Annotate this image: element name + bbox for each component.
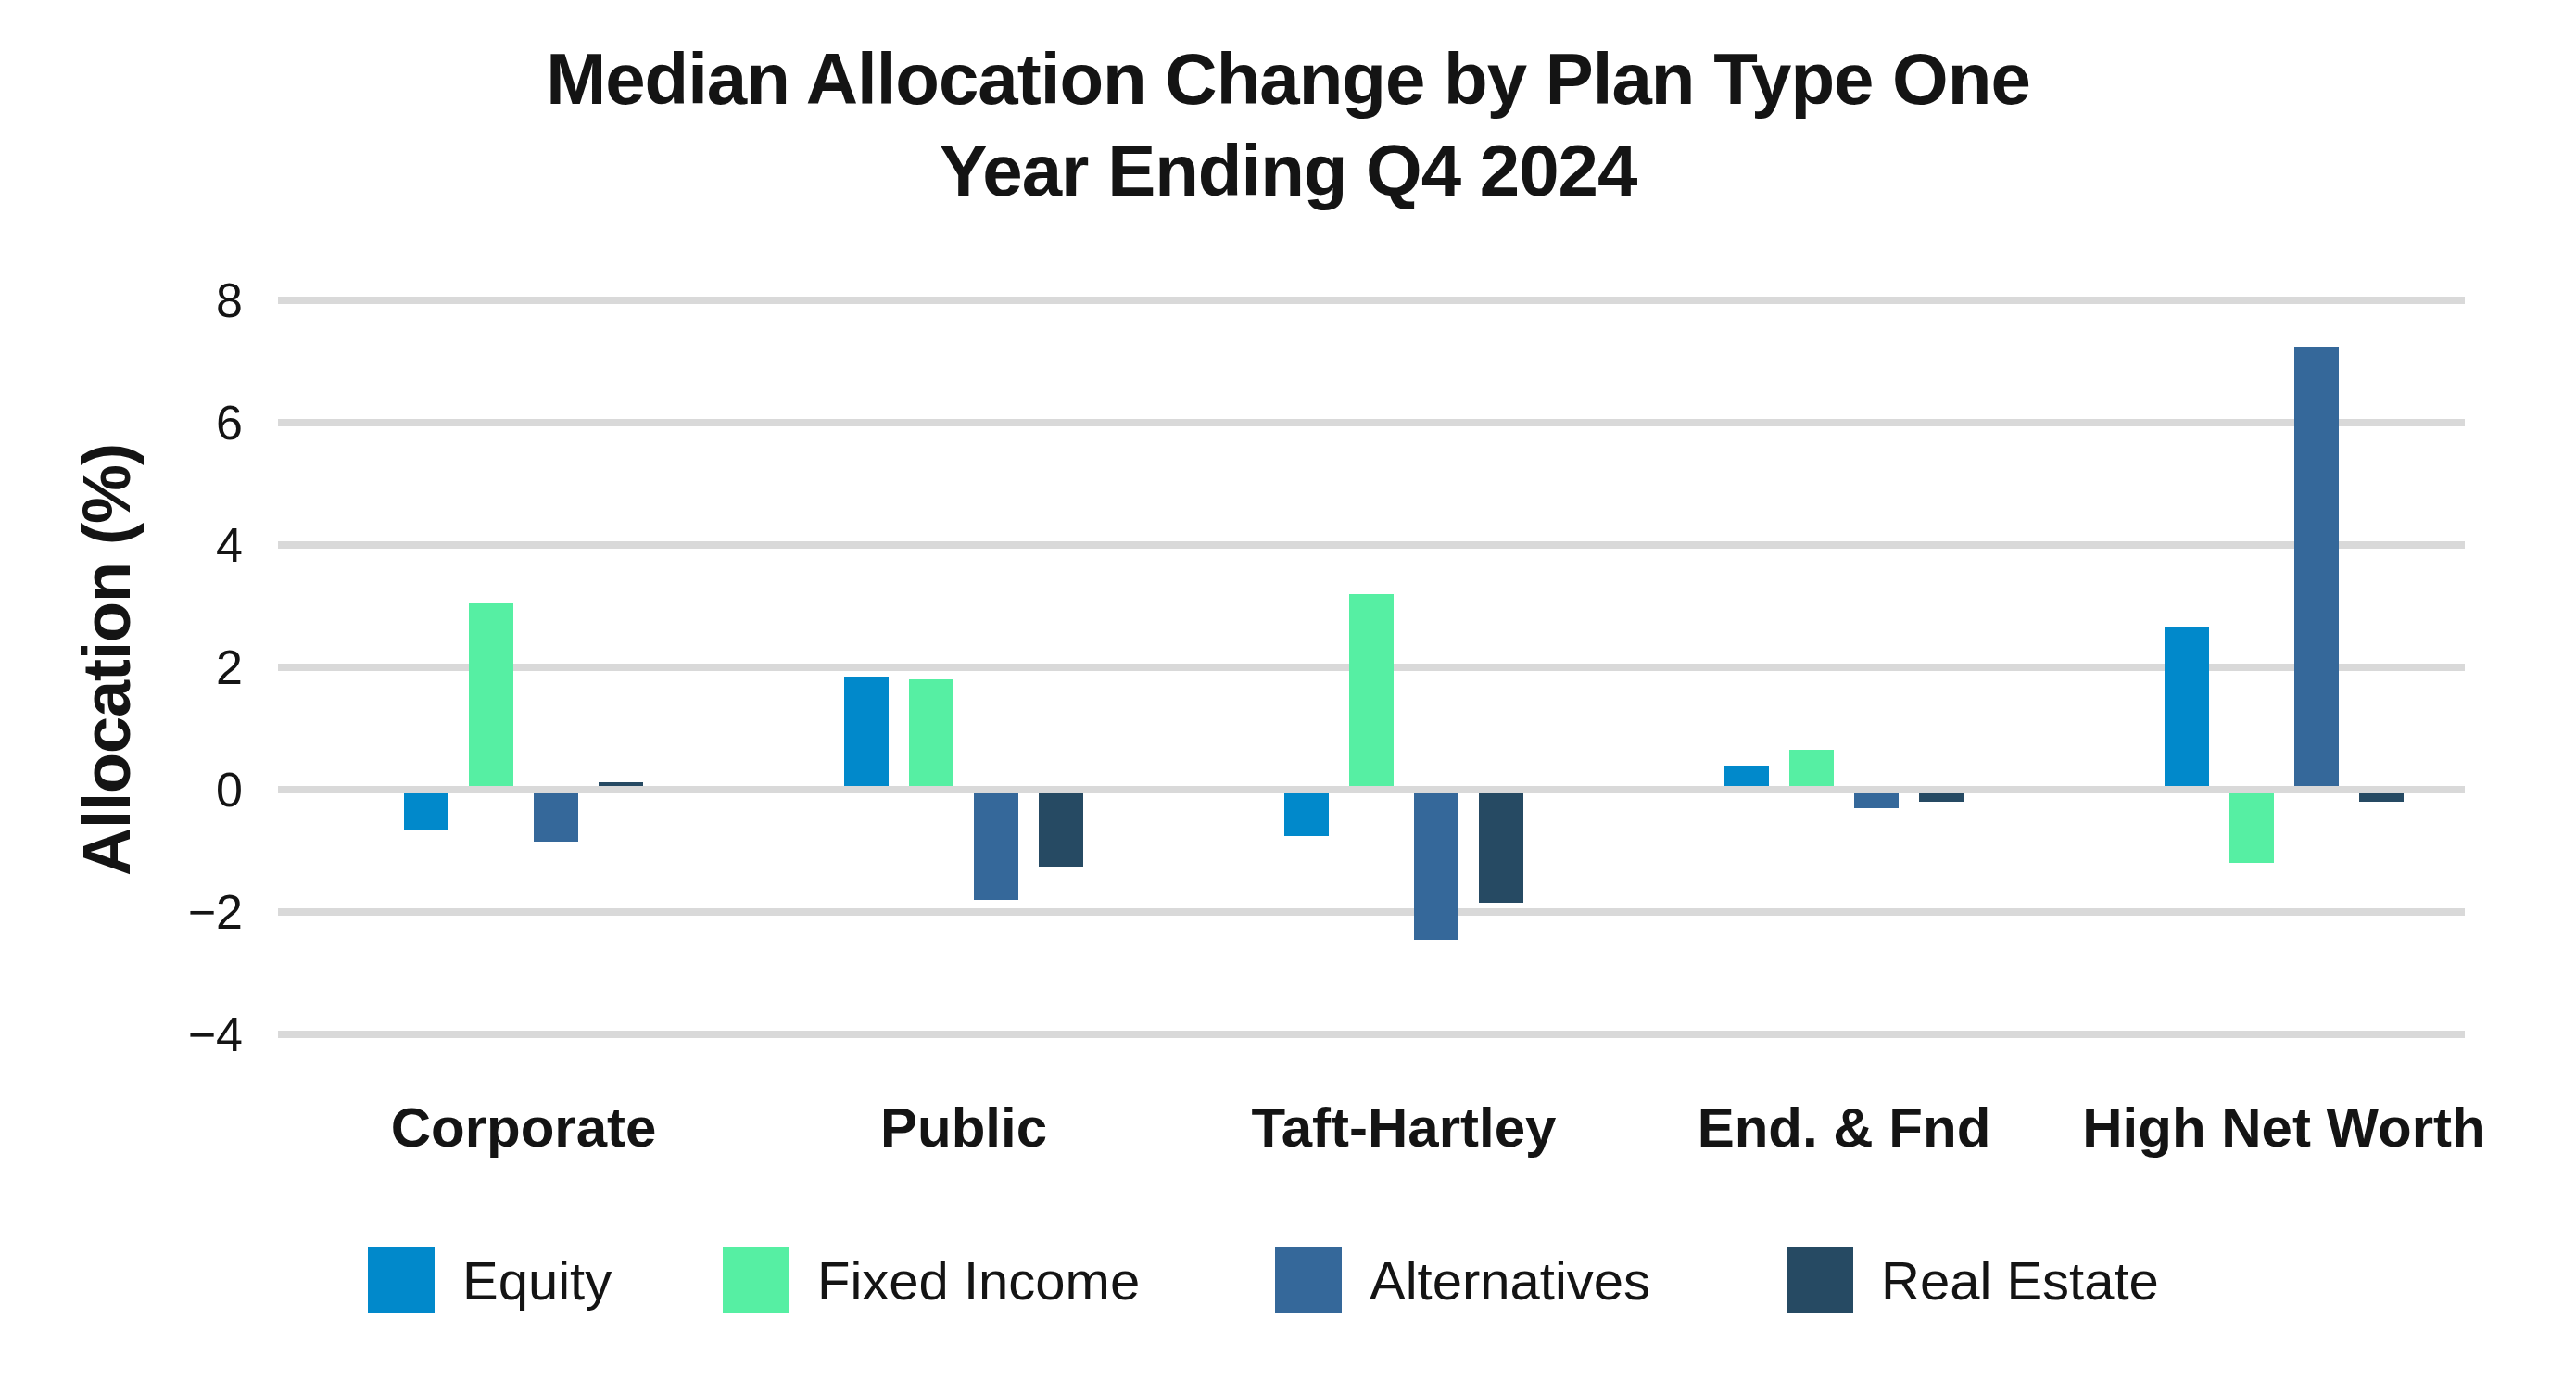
x-axis-label-high-net-worth: High Net Worth	[2082, 1096, 2486, 1160]
bar-chart: Median Allocation Change by Plan Type On…	[0, 0, 2576, 1394]
bar-public-real-estate	[1039, 793, 1083, 867]
legend-label-alternatives: Alternatives	[1370, 1247, 1650, 1315]
bar-high-net-worth-equity	[2165, 627, 2209, 786]
bar-corporate-real-estate	[599, 782, 643, 786]
bar-public-alternatives	[974, 793, 1018, 900]
chart-title-line2: Year Ending Q4 2024	[0, 125, 2576, 217]
bar-end-fnd-real-estate	[1919, 793, 1964, 802]
legend-swatch-alternatives	[1275, 1247, 1342, 1313]
legend-label-real-estate: Real Estate	[1881, 1247, 2159, 1315]
bar-high-net-worth-real-estate	[2359, 793, 2404, 802]
bar-end-fnd-alternatives	[1854, 793, 1899, 808]
bar-end-fnd-equity	[1724, 766, 1769, 786]
y-tick-label-4: −4	[37, 1001, 243, 1068]
x-axis-label-end-fnd: End. & Fnd	[1698, 1096, 1991, 1160]
bar-taft-hartley-real-estate	[1479, 793, 1523, 903]
x-axis-label-taft-hartley: Taft-Hartley	[1252, 1096, 1557, 1160]
x-axis-label-corporate: Corporate	[391, 1096, 657, 1160]
bar-end-fnd-fixed-income	[1789, 750, 1834, 786]
legend-swatch-equity	[368, 1247, 435, 1313]
gridline-y-4	[278, 1031, 2465, 1038]
y-tick-label-2: −2	[37, 879, 243, 945]
legend-label-equity: Equity	[462, 1247, 612, 1315]
y-tick-label-8: 8	[37, 267, 243, 334]
y-tick-label-6: 6	[37, 389, 243, 456]
chart-title: Median Allocation Change by Plan Type On…	[0, 33, 2576, 217]
gridline-y-8	[278, 297, 2465, 304]
chart-title-line1: Median Allocation Change by Plan Type On…	[0, 33, 2576, 125]
bar-corporate-fixed-income	[469, 603, 513, 786]
legend-swatch-fixed-income	[723, 1247, 789, 1313]
bar-taft-hartley-alternatives	[1414, 793, 1458, 940]
bar-public-fixed-income	[909, 679, 953, 786]
gridline-y-4	[278, 541, 2465, 549]
legend-label-fixed-income: Fixed Income	[817, 1247, 1140, 1315]
bar-taft-hartley-equity	[1284, 793, 1329, 836]
y-tick-label-4: 4	[37, 512, 243, 578]
legend-swatch-real-estate	[1787, 1247, 1853, 1313]
bar-high-net-worth-fixed-income	[2229, 793, 2274, 863]
bar-public-equity	[844, 677, 889, 786]
y-tick-label-0: 0	[37, 756, 243, 823]
bar-corporate-equity	[404, 793, 448, 830]
x-axis-label-public: Public	[880, 1096, 1047, 1160]
bar-high-net-worth-alternatives	[2294, 347, 2339, 787]
bar-corporate-alternatives	[534, 793, 578, 842]
gridline-y-0	[278, 786, 2465, 793]
gridline-y-2	[278, 908, 2465, 916]
bar-taft-hartley-fixed-income	[1349, 594, 1394, 786]
gridline-y-6	[278, 419, 2465, 426]
y-tick-label-2: 2	[37, 634, 243, 701]
